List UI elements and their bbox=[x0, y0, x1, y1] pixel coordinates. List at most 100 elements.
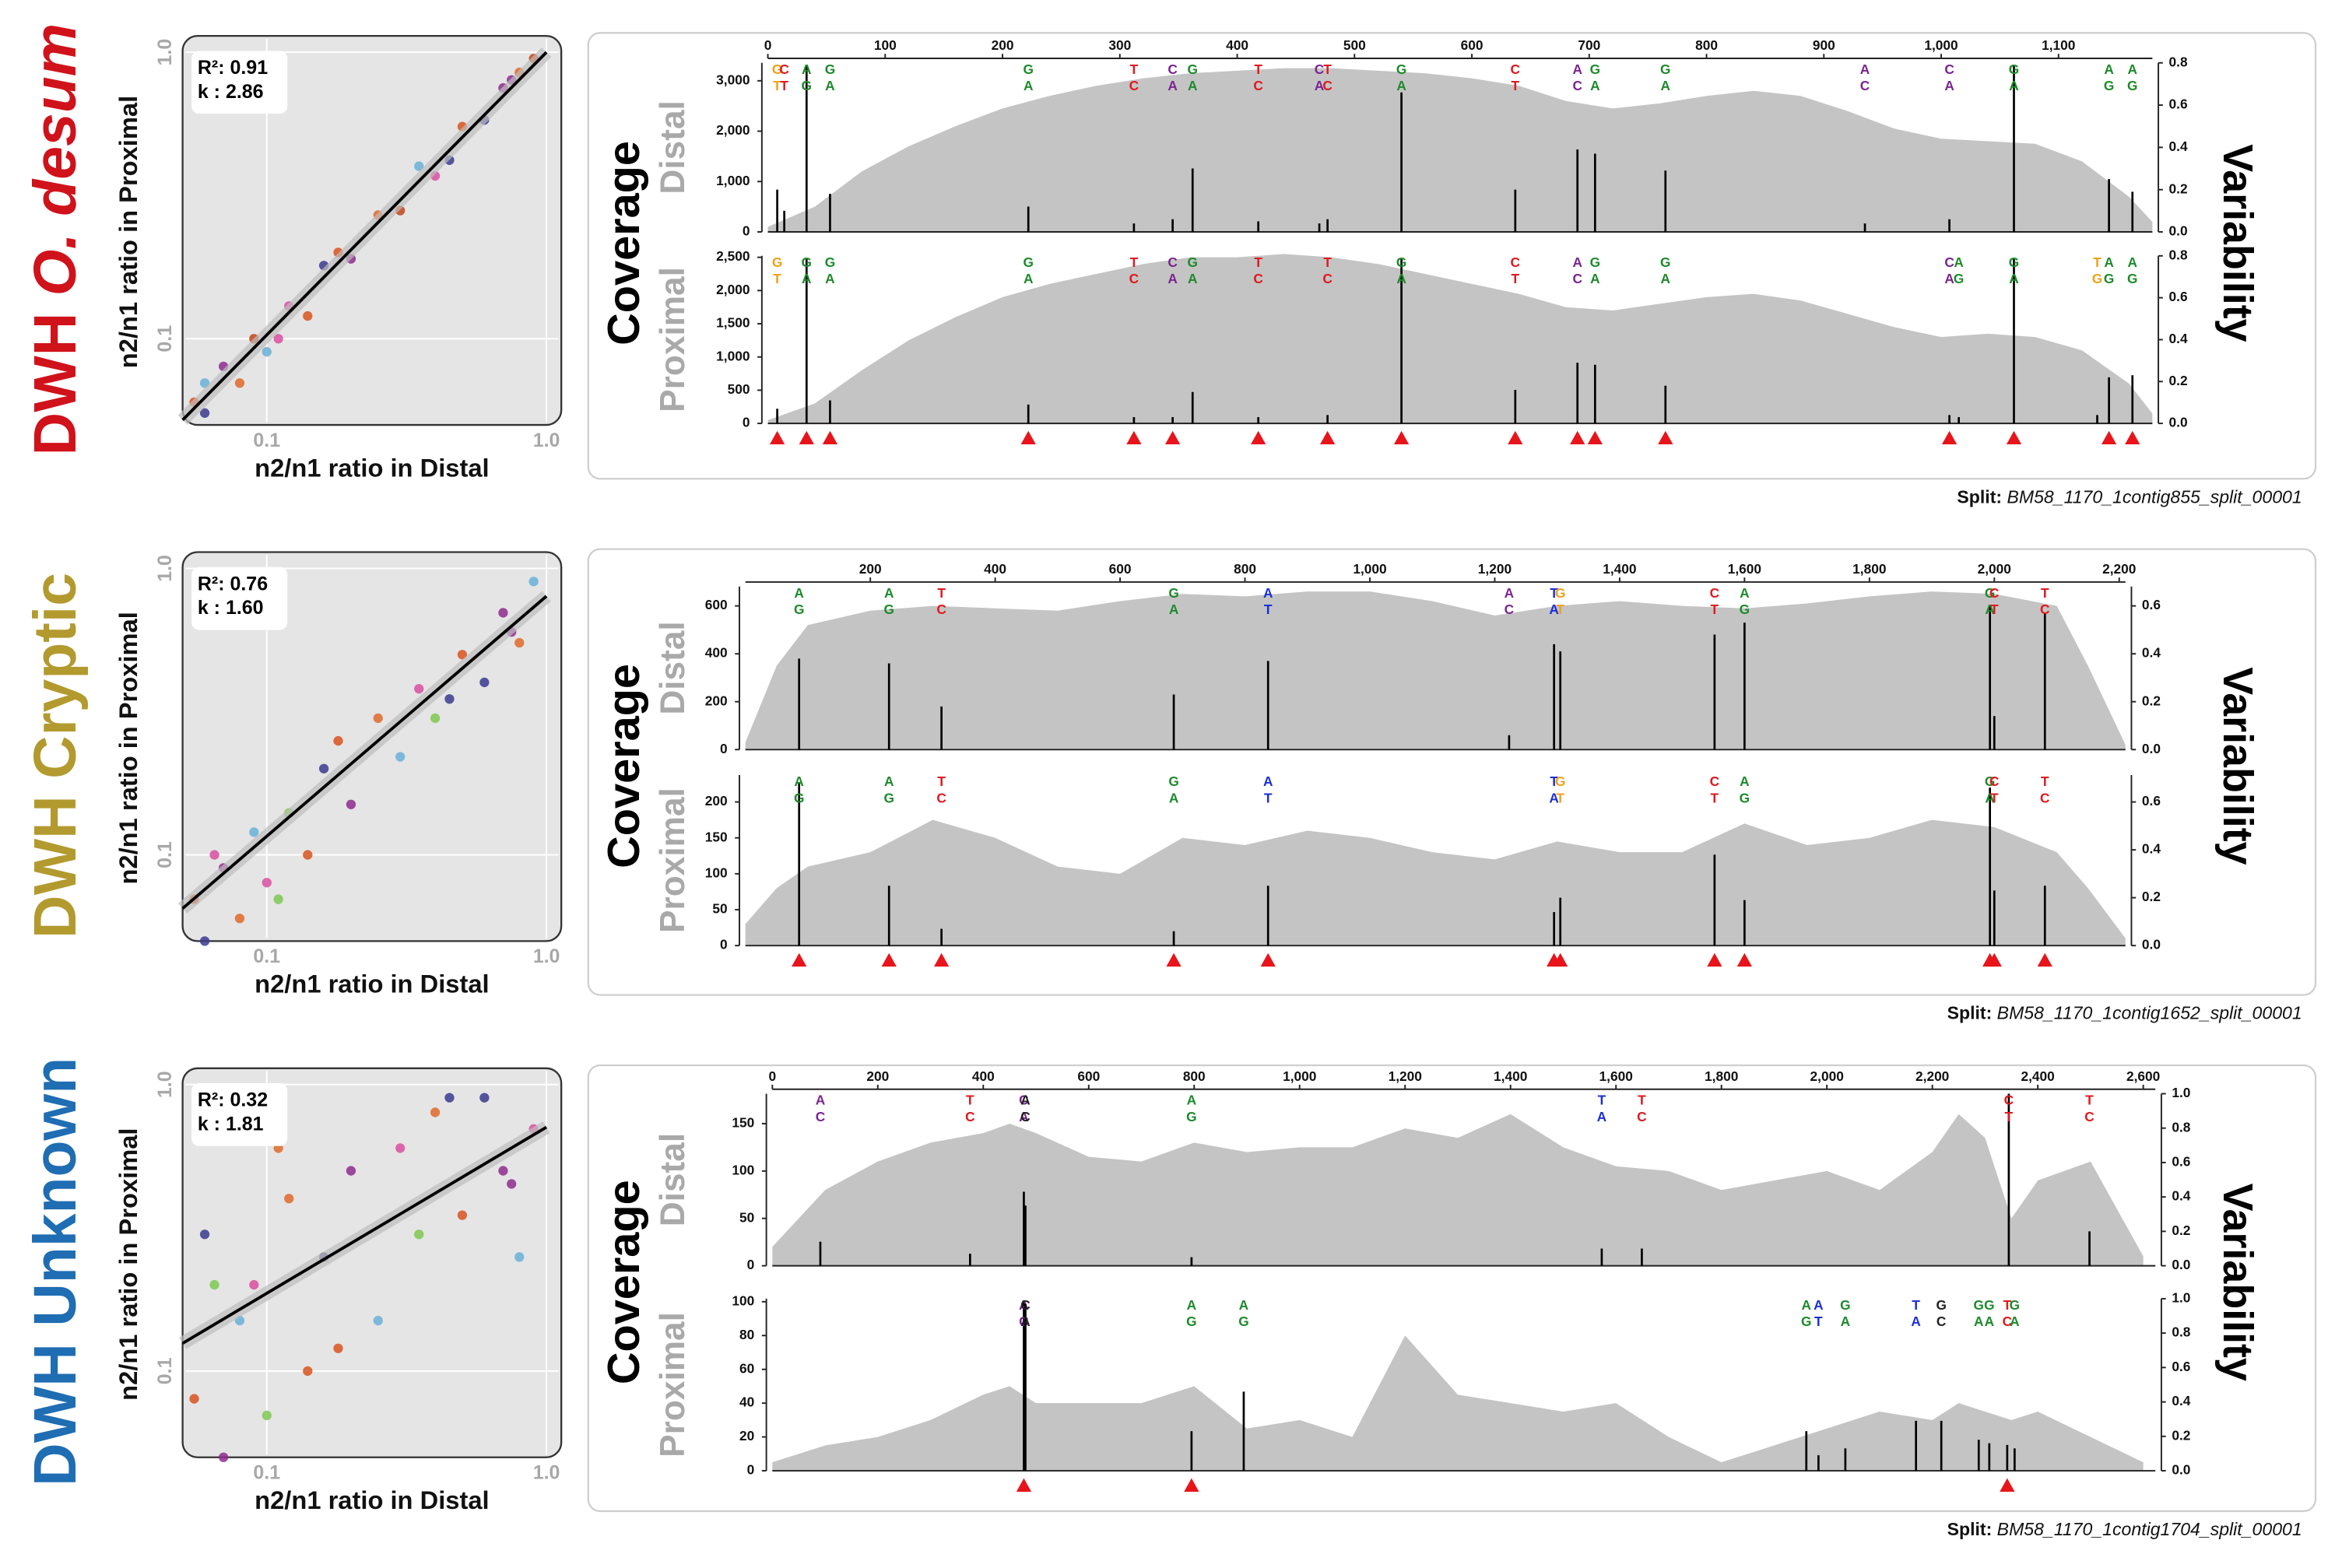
snv-marker bbox=[822, 430, 838, 445]
row-label-prefix: DWH bbox=[22, 795, 89, 938]
y-tick-label: 0 bbox=[720, 741, 728, 756]
allele-top: G bbox=[2009, 254, 2019, 270]
y2-tick-label: 0.8 bbox=[2169, 247, 2188, 262]
allele-bottom: C bbox=[2084, 1109, 2094, 1124]
y2-tick-label: 0.6 bbox=[2169, 96, 2188, 112]
allele-top: A bbox=[1802, 1297, 1812, 1313]
row-label-prefix: DWH bbox=[22, 313, 89, 456]
split-name: BM58_1170_1contig1704_split_00001 bbox=[1997, 1519, 2302, 1539]
y-tick-label: 100 bbox=[732, 1162, 754, 1177]
split-name: BM58_1170_1contig1652_split_00001 bbox=[1997, 1003, 2302, 1023]
allele-top: G bbox=[2009, 61, 2019, 77]
allele-top: G bbox=[1985, 585, 1995, 601]
point bbox=[303, 310, 313, 321]
snv-marker bbox=[1165, 430, 1181, 445]
row-label-prefix: DWH bbox=[22, 1343, 89, 1486]
x-tick-label: 600 bbox=[1461, 37, 1484, 53]
y-tick-label: 80 bbox=[739, 1327, 754, 1342]
allele-bottom: G bbox=[1801, 1314, 1811, 1329]
coverage-area bbox=[745, 819, 2126, 946]
allele-bottom: G bbox=[1186, 1314, 1196, 1329]
annotation-box bbox=[191, 1083, 288, 1146]
split-caption: Split: BM58_1170_1contig1704_split_00001 bbox=[1947, 1519, 2302, 1539]
allele-bottom: A bbox=[1985, 602, 1995, 617]
allele-bottom: G bbox=[794, 790, 804, 805]
allele-bottom: A bbox=[1024, 78, 1034, 93]
allele-top: G bbox=[1974, 1297, 1984, 1313]
x-tick-label: 800 bbox=[1695, 37, 1718, 53]
allele-top: G bbox=[772, 254, 782, 270]
allele-bottom: T bbox=[1512, 271, 1520, 286]
allele-bottom: A bbox=[1549, 602, 1559, 617]
allele-bottom: A bbox=[1188, 78, 1198, 93]
point bbox=[373, 1315, 383, 1326]
y2-tick-label: 0.4 bbox=[2142, 841, 2161, 857]
allele-top: G bbox=[1590, 61, 1600, 77]
allele-top: G bbox=[1168, 585, 1178, 601]
allele-top: T bbox=[1323, 61, 1332, 77]
allele-bottom: A bbox=[1841, 1314, 1851, 1329]
allele-top: C bbox=[1019, 1093, 1029, 1108]
allele-bottom: G bbox=[1238, 1314, 1248, 1329]
allele-top: A bbox=[2128, 254, 2138, 270]
allele-bottom: C bbox=[1129, 78, 1139, 93]
allele-top: G bbox=[1985, 773, 1995, 789]
allele-top: T bbox=[1550, 585, 1558, 601]
allele-top: A bbox=[2128, 61, 2138, 77]
x-tick-label: 2,600 bbox=[2126, 1068, 2160, 1084]
point bbox=[333, 735, 343, 746]
snv-marker bbox=[1166, 952, 1182, 967]
x-tick-label: 0.1 bbox=[253, 945, 280, 967]
y2-tick-label: 0.6 bbox=[2169, 289, 2188, 304]
point bbox=[234, 914, 245, 924]
allele-bottom: A bbox=[1188, 271, 1198, 286]
y2-tick-label: 0.6 bbox=[2172, 1154, 2190, 1170]
y2-tick-label: 0.0 bbox=[2142, 937, 2161, 952]
y-axis-label: Coverage bbox=[599, 141, 649, 346]
x-tick-label: 0 bbox=[764, 37, 772, 53]
fit-line bbox=[181, 51, 548, 422]
allele-top: A bbox=[1740, 773, 1750, 789]
point bbox=[273, 334, 283, 344]
point bbox=[457, 1210, 468, 1220]
allele-top: G bbox=[1590, 254, 1600, 270]
allele-bottom: T bbox=[1711, 790, 1719, 805]
y-axis-label: n2/n1 ratio in Proximal bbox=[114, 612, 142, 884]
allele-bottom: G bbox=[2104, 78, 2114, 93]
y2-tick-label: 0.8 bbox=[2169, 54, 2188, 69]
allele-bottom: C bbox=[1505, 602, 1515, 617]
x-tick-label: 200 bbox=[859, 561, 882, 577]
allele-top: G bbox=[1660, 61, 1670, 77]
allele-top: A bbox=[884, 585, 894, 601]
allele-top: A bbox=[1572, 254, 1582, 270]
y-tick-label: 400 bbox=[705, 645, 728, 661]
y2-tick-label: 0.4 bbox=[2169, 139, 2188, 154]
y-tick-label: 0.1 bbox=[154, 841, 176, 868]
x-tick-label: 1.0 bbox=[533, 1461, 560, 1483]
y2-tick-label: 0.6 bbox=[2172, 1359, 2190, 1374]
x-tick-label: 600 bbox=[1109, 561, 1132, 577]
allele-bottom: C bbox=[1860, 78, 1870, 93]
y-tick-label: 1.0 bbox=[154, 39, 176, 66]
allele-bottom: C bbox=[1020, 1109, 1031, 1124]
allele-top: G bbox=[1984, 1297, 1994, 1313]
y2-axis-label: Variability bbox=[2214, 144, 2261, 342]
point bbox=[528, 577, 539, 587]
point bbox=[303, 1366, 313, 1377]
allele-top: A bbox=[1263, 773, 1273, 789]
point bbox=[273, 894, 283, 904]
allele-bottom: A bbox=[1661, 78, 1671, 93]
y-tick-label: 1,000 bbox=[716, 173, 750, 188]
y2-tick-label: 0.2 bbox=[2142, 693, 2161, 708]
y-axis-label: Coverage bbox=[599, 664, 649, 868]
allele-top: T bbox=[1550, 773, 1558, 789]
allele-bottom: A bbox=[1944, 271, 1954, 286]
snv-marker bbox=[1393, 430, 1410, 445]
x-axis-label: n2/n1 ratio in Distal bbox=[255, 970, 489, 998]
point bbox=[414, 683, 424, 694]
allele-top: G bbox=[1023, 254, 1033, 270]
split-caption: Split: BM58_1170_1contig855_split_00001 bbox=[1957, 486, 2302, 507]
allele-bottom: C bbox=[1322, 78, 1333, 93]
row-label: DWH Cryptic bbox=[22, 573, 89, 938]
y-tick-label: 2,000 bbox=[716, 122, 750, 138]
